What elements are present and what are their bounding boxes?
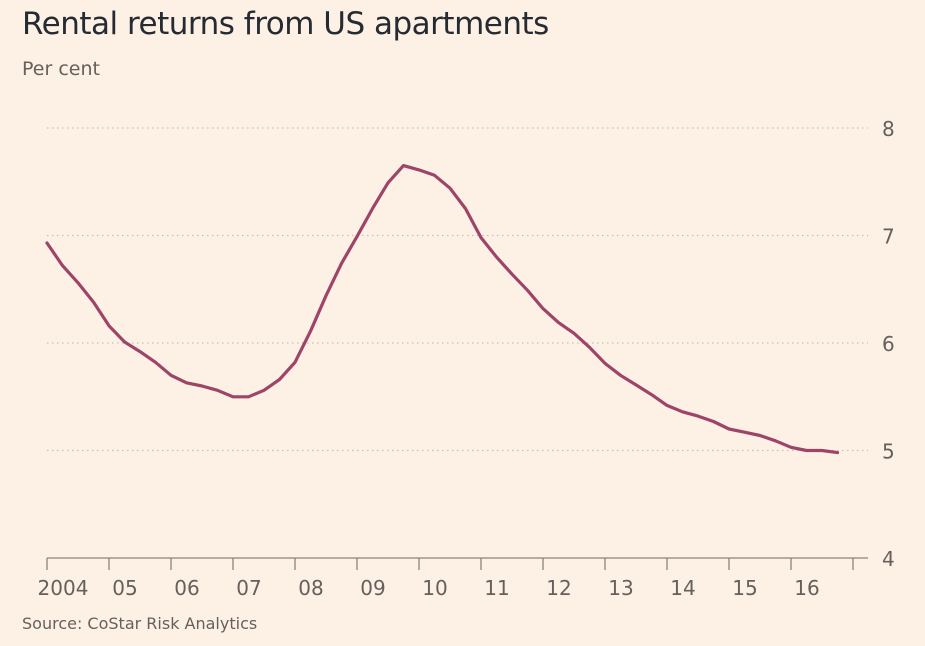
x-tick-label: 13 — [608, 576, 633, 600]
x-tick-label: 05 — [112, 576, 137, 600]
y-tick-label: 8 — [882, 117, 895, 141]
x-tick-label: 12 — [546, 576, 571, 600]
y-tick-label: 7 — [882, 225, 895, 249]
y-tick-label: 5 — [882, 440, 895, 464]
x-tick-label: 06 — [174, 576, 199, 600]
y-tick-label: 6 — [882, 332, 895, 356]
series-line-0 — [45, 164, 840, 455]
x-tick-labels: 2004 05 06 07 08 09 10 11 12 13 14 15 16 — [38, 576, 820, 600]
gridlines — [47, 127, 868, 452]
x-tick-label: 07 — [236, 576, 261, 600]
x-tick-label: 15 — [732, 576, 757, 600]
x-tick-label: 2004 — [38, 576, 89, 600]
y-axis: 4 5 6 7 8 — [882, 117, 895, 571]
chart-subtitle: Per cent — [22, 58, 100, 80]
series-layer — [45, 164, 840, 455]
x-tick-label: 10 — [422, 576, 447, 600]
x-tick-label: 11 — [484, 576, 509, 600]
x-tick-label: 08 — [298, 576, 323, 600]
x-tick-label: 16 — [794, 576, 819, 600]
x-tick-label: 14 — [670, 576, 695, 600]
chart-title: Rental returns from US apartments — [22, 6, 549, 42]
y-tick-label: 4 — [882, 547, 895, 571]
x-axis — [46, 557, 868, 570]
x-tick-label: 09 — [360, 576, 385, 600]
source-note: Source: CoStar Risk Analytics — [22, 614, 258, 633]
